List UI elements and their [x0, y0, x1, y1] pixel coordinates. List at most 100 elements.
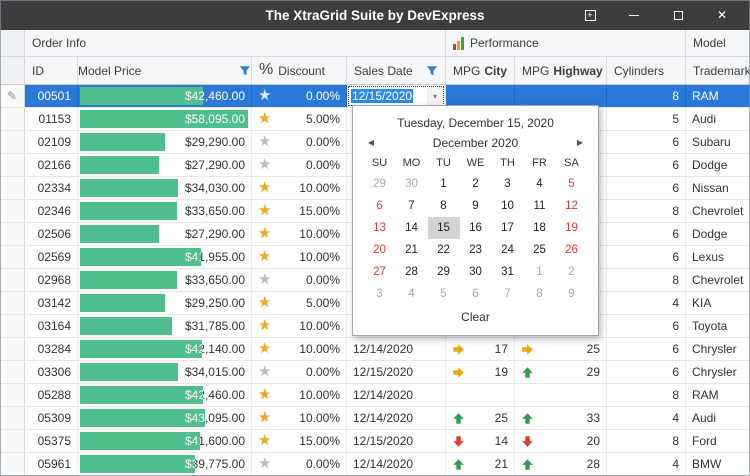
- cell-mpg-highway[interactable]: 25: [515, 338, 607, 360]
- row-indicator[interactable]: [0, 361, 25, 383]
- cell-mpg-highway[interactable]: [515, 269, 607, 291]
- cell-discount[interactable]: ★★ 5.00%: [252, 292, 347, 314]
- cell-model-price[interactable]: $42,460.00$42,460.00: [78, 85, 252, 107]
- cell-trademark[interactable]: RAM: [686, 384, 750, 406]
- cell-cylinders[interactable]: 6: [607, 361, 686, 383]
- cell-model-price[interactable]: $33,650.00 $33,650.00: [78, 200, 252, 222]
- calendar-day[interactable]: 3: [376, 288, 383, 300]
- cell-mpg-city[interactable]: 21: [446, 453, 515, 475]
- cell-id[interactable]: 02109: [25, 131, 78, 153]
- row-indicator[interactable]: [0, 200, 25, 222]
- cell-trademark[interactable]: Chevrolet: [686, 269, 750, 291]
- cell-trademark[interactable]: KIA: [686, 292, 750, 314]
- calendar-day[interactable]: 5: [440, 288, 447, 300]
- row-indicator[interactable]: [0, 338, 25, 360]
- cell-cylinders[interactable]: 6: [607, 154, 686, 176]
- cell-discount[interactable]: ★★ 10.00%: [252, 315, 347, 337]
- cell-mpg-city[interactable]: 19: [446, 361, 515, 383]
- maximize-button[interactable]: [656, 0, 700, 30]
- cell-id[interactable]: 05375: [25, 430, 78, 452]
- sales-date-editor[interactable]: 12/15/2020 ▾: [348, 86, 444, 106]
- calendar-day[interactable]: 7: [408, 200, 415, 212]
- expand-button[interactable]: +: [568, 0, 612, 30]
- cell-model-price[interactable]: $58,095.00$58,095.00: [78, 108, 252, 130]
- calendar-day[interactable]: 20: [373, 244, 386, 256]
- row-indicator[interactable]: [0, 177, 25, 199]
- calendar-day[interactable]: 4: [536, 178, 543, 190]
- cell-mpg-highway[interactable]: [515, 246, 607, 268]
- cell-trademark[interactable]: BMW: [686, 453, 750, 475]
- cell-discount[interactable]: ★ 0.00%: [252, 154, 347, 176]
- calendar-day[interactable]: 26: [565, 244, 578, 256]
- cell-trademark[interactable]: Nissan: [686, 177, 750, 199]
- cell-id[interactable]: 00501: [25, 85, 78, 107]
- cell-trademark[interactable]: RAM: [686, 85, 750, 107]
- cell-mpg-highway[interactable]: [515, 131, 607, 153]
- calendar-day[interactable]: 7: [504, 288, 511, 300]
- cell-id[interactable]: 03164: [25, 315, 78, 337]
- cell-mpg-highway[interactable]: [515, 200, 607, 222]
- band-order-info[interactable]: Order Info: [25, 30, 446, 56]
- cell-cylinders[interactable]: 6: [607, 338, 686, 360]
- calendar-day[interactable]: 16: [469, 222, 482, 234]
- cell-mpg-highway[interactable]: 20: [515, 430, 607, 452]
- cell-cylinders[interactable]: 6: [607, 223, 686, 245]
- prev-month-button[interactable]: ◀: [367, 138, 375, 147]
- cell-id[interactable]: 02968: [25, 269, 78, 291]
- cell-trademark[interactable]: Chrysler: [686, 338, 750, 360]
- cell-discount[interactable]: ★ 0.00%: [252, 269, 347, 291]
- cell-id[interactable]: 05288: [25, 384, 78, 406]
- calendar-day[interactable]: 29: [373, 178, 386, 190]
- cell-model-price[interactable]: $31,785.00 $31,785.00: [78, 315, 252, 337]
- cell-trademark[interactable]: Toyota: [686, 315, 750, 337]
- minimize-button[interactable]: [612, 0, 656, 30]
- cell-sales-date[interactable]: 12/14/2020: [347, 453, 446, 475]
- calendar-day[interactable]: 2: [472, 178, 479, 190]
- cell-id[interactable]: 02166: [25, 154, 78, 176]
- cell-id[interactable]: 05961: [25, 453, 78, 475]
- cell-mpg-city[interactable]: [446, 384, 515, 406]
- cell-mpg-highway[interactable]: 28: [515, 453, 607, 475]
- cell-discount[interactable]: ★ 0.00%: [252, 85, 347, 107]
- calendar-day[interactable]: 25: [533, 244, 546, 256]
- cell-cylinders[interactable]: 8: [607, 430, 686, 452]
- cell-mpg-highway[interactable]: [515, 85, 607, 107]
- cell-mpg-highway[interactable]: [515, 154, 607, 176]
- row-indicator[interactable]: [0, 407, 25, 429]
- cell-id[interactable]: 03284: [25, 338, 78, 360]
- column-header-mpg-highway[interactable]: MPG Highway: [515, 57, 607, 84]
- column-header-mpg-city[interactable]: MPG City: [446, 57, 515, 84]
- band-performance[interactable]: Performance: [446, 30, 686, 56]
- cell-discount[interactable]: ★★ 5.00%: [252, 108, 347, 130]
- cell-model-price[interactable]: $29,290.00 $29,290.00: [78, 131, 252, 153]
- row-indicator[interactable]: [0, 154, 25, 176]
- cell-model-price[interactable]: $27,290.00 $27,290.00: [78, 154, 252, 176]
- cell-cylinders[interactable]: 8: [607, 200, 686, 222]
- cell-model-price[interactable]: $41,955.00$41,955.00: [78, 246, 252, 268]
- calendar-month-label[interactable]: December 2020: [432, 136, 519, 150]
- cell-cylinders[interactable]: 8: [607, 85, 686, 107]
- row-indicator[interactable]: [0, 453, 25, 475]
- cell-discount[interactable]: ★ 0.00%: [252, 131, 347, 153]
- cell-discount[interactable]: ★ 0.00%: [252, 453, 347, 475]
- cell-model-price[interactable]: $42,460.00$42,460.00: [78, 384, 252, 406]
- column-header-discount[interactable]: % Discount: [252, 57, 347, 84]
- cell-model-price[interactable]: $39,775.00$39,775.00: [78, 453, 252, 475]
- calendar-day[interactable]: 6: [376, 200, 383, 212]
- cell-discount[interactable]: ★★ 10.00%: [252, 177, 347, 199]
- calendar-day[interactable]: 24: [501, 244, 514, 256]
- cell-sales-date[interactable]: 12/14/2020: [347, 338, 446, 360]
- calendar-day[interactable]: 4: [408, 288, 415, 300]
- calendar-day[interactable]: 9: [568, 288, 575, 300]
- cell-discount[interactable]: ★ ★ 15.00%: [252, 430, 347, 452]
- cell-model-price[interactable]: $34,015.00 $34,015.00: [78, 361, 252, 383]
- cell-trademark[interactable]: Chevrolet: [686, 200, 750, 222]
- cell-cylinders[interactable]: 6: [607, 315, 686, 337]
- calendar-day[interactable]: 14: [405, 222, 418, 234]
- cell-trademark[interactable]: Chrysler: [686, 361, 750, 383]
- cell-id[interactable]: 03142: [25, 292, 78, 314]
- cell-discount[interactable]: ★★ 10.00%: [252, 223, 347, 245]
- cell-trademark[interactable]: Ford: [686, 430, 750, 452]
- cell-id[interactable]: 02346: [25, 200, 78, 222]
- cell-mpg-highway[interactable]: 33: [515, 407, 607, 429]
